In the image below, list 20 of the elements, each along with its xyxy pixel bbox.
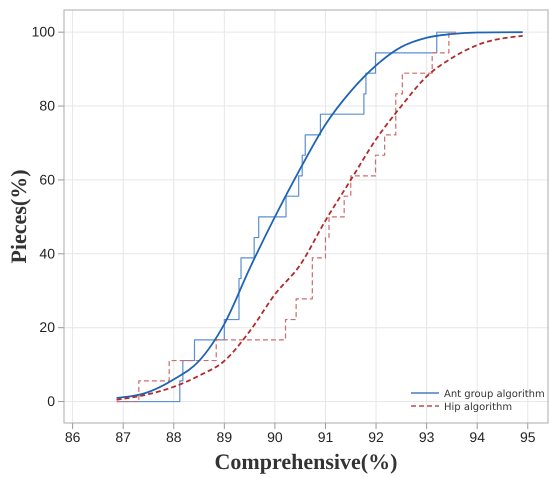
- y-tick-label: 20: [39, 319, 56, 336]
- y-axis-title: Pieces(%): [6, 169, 31, 264]
- x-tick-label: 95: [520, 428, 536, 445]
- x-tick-label: 90: [267, 428, 283, 445]
- x-tick-label: 86: [64, 428, 81, 445]
- y-tick-label: 80: [39, 98, 56, 114]
- y-tick-label: 60: [39, 171, 56, 188]
- x-tick-label: 89: [216, 428, 232, 445]
- x-tick-label: 92: [368, 428, 384, 445]
- y-tick-label: 40: [39, 245, 56, 262]
- legend-label: Ant group algorithm: [444, 389, 545, 400]
- x-axis-title: Comprehensive(%): [214, 449, 398, 474]
- y-tick-label: 100: [32, 24, 56, 40]
- y-tick-label: 0: [47, 393, 56, 410]
- x-tick-label: 88: [166, 428, 182, 445]
- x-tick-label: 94: [469, 428, 486, 445]
- x-tick-label: 87: [115, 428, 132, 445]
- legend-label: Hip algorithm: [444, 402, 512, 413]
- x-tick-label: 93: [418, 428, 435, 445]
- x-tick-label: 91: [318, 428, 334, 445]
